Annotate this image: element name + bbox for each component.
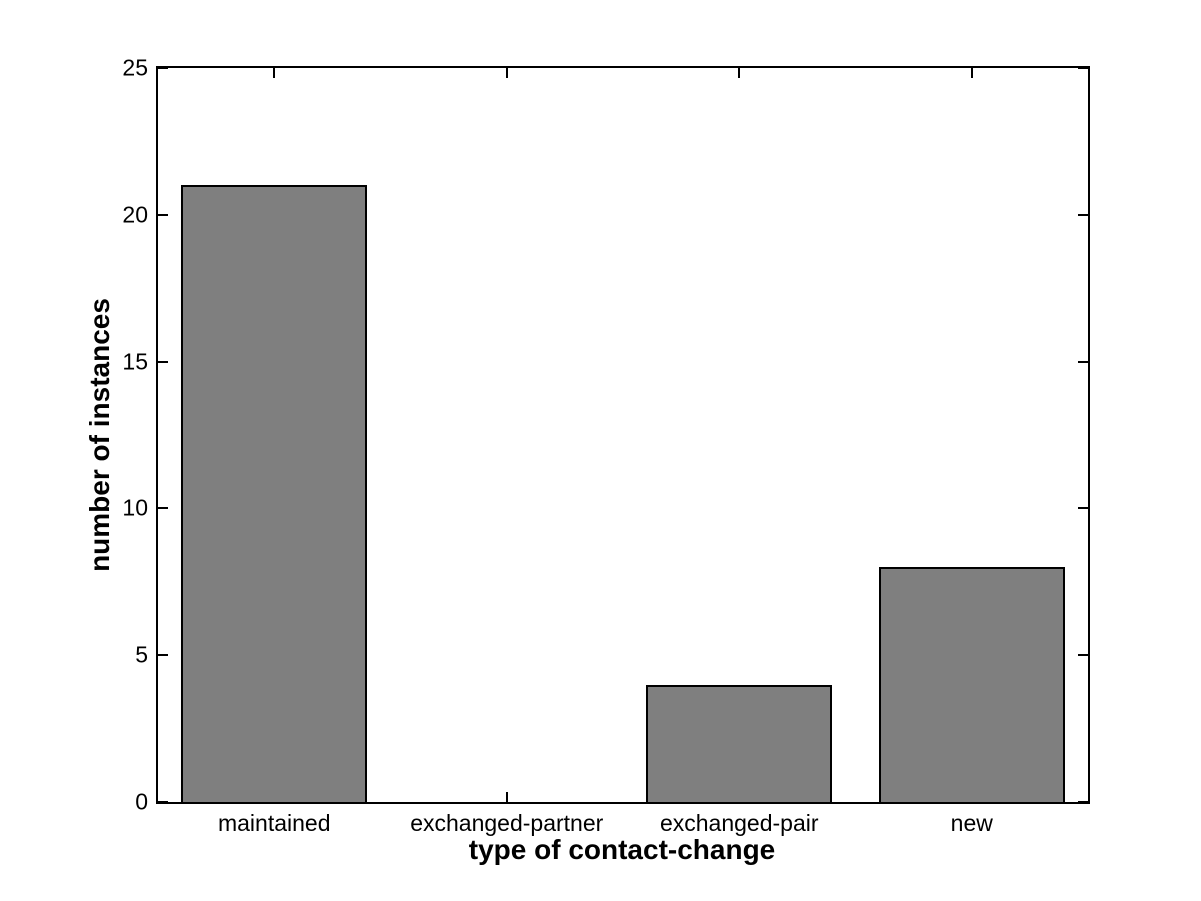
x-tick-top xyxy=(970,68,973,78)
x-tick-bottom xyxy=(505,792,508,802)
y-tick-label: 10 xyxy=(122,494,148,521)
y-tick-right xyxy=(1078,654,1088,657)
bar-new xyxy=(878,567,1065,802)
y-tick-left xyxy=(158,67,168,69)
y-tick-right xyxy=(1078,67,1088,69)
x-tick-top xyxy=(273,68,276,78)
y-tick-label: 5 xyxy=(135,641,148,668)
x-tick-label: maintained xyxy=(217,810,331,836)
y-tick-right xyxy=(1078,801,1088,803)
y-tick-label: 0 xyxy=(135,788,148,815)
y-tick-right xyxy=(1078,507,1088,510)
y-tick-label: 15 xyxy=(122,348,148,375)
y-tick-left xyxy=(158,507,168,510)
x-tick-label: new xyxy=(950,810,993,836)
x-tick-label: exchanged-partner xyxy=(410,810,604,836)
bar-maintained xyxy=(181,185,368,802)
x-tick-top xyxy=(505,68,508,78)
y-tick-right xyxy=(1078,213,1088,216)
bar-exchanged-pair xyxy=(646,684,833,802)
y-tick-left xyxy=(158,360,168,363)
x-tick-top xyxy=(738,68,741,78)
y-tick-label: 20 xyxy=(122,201,148,228)
x-tick-label: exchanged-pair xyxy=(659,810,819,836)
y-tick-left xyxy=(158,654,168,657)
y-axis-label: number of instances xyxy=(84,298,115,572)
y-tick-right xyxy=(1078,360,1088,363)
y-tick-left xyxy=(158,213,168,216)
y-tick-left xyxy=(158,801,168,803)
y-tick-label: 25 xyxy=(122,54,148,81)
x-axis-label: type of contact-change xyxy=(468,834,776,865)
